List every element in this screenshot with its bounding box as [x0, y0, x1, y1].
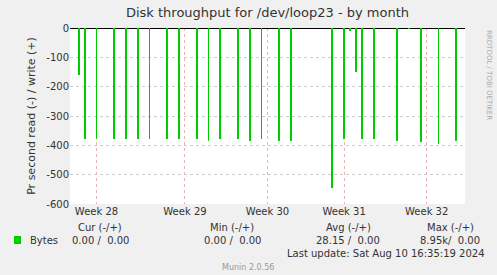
- svg-text:Week 29: Week 29: [163, 206, 206, 217]
- svg-text:-600: -600: [46, 199, 69, 210]
- svg-text:Bytes: Bytes: [30, 235, 58, 246]
- svg-text:8.95k/ 0.00: 8.95k/ 0.00: [420, 235, 480, 246]
- svg-text:Pr second read (-) / write (+): Pr second read (-) / write (+): [25, 37, 38, 195]
- svg-text:Disk throughput for /dev/loop2: Disk throughput for /dev/loop23 - by mon…: [126, 5, 409, 20]
- svg-text:Max (-/+): Max (-/+): [427, 222, 474, 233]
- svg-text:-300: -300: [46, 111, 69, 122]
- svg-text:-500: -500: [46, 169, 69, 180]
- svg-text:-200: -200: [46, 81, 69, 92]
- svg-text:0: 0: [63, 23, 69, 34]
- svg-text:Min (-/+): Min (-/+): [210, 222, 254, 233]
- svg-text:Week 31: Week 31: [322, 206, 365, 217]
- svg-text:Last update: Sat Aug 10 16:35:: Last update: Sat Aug 10 16:35:19 2024: [287, 248, 485, 259]
- svg-text:Munin 2.0.56: Munin 2.0.56: [222, 263, 274, 272]
- svg-text:RRDTOOL / TOBI OETIKER: RRDTOOL / TOBI OETIKER: [485, 30, 493, 120]
- svg-text:Week 30: Week 30: [246, 206, 289, 217]
- svg-text:-100: -100: [46, 52, 69, 63]
- svg-text:Avg (-/+): Avg (-/+): [326, 222, 371, 233]
- svg-text:Week 28: Week 28: [75, 206, 118, 217]
- svg-text:-400: -400: [46, 140, 69, 151]
- svg-text:Cur (-/+): Cur (-/+): [78, 222, 122, 233]
- svg-text:28.15 / 0.00: 28.15 / 0.00: [316, 235, 380, 246]
- svg-text:Week 32: Week 32: [405, 206, 448, 217]
- svg-text:0.00 / 0.00: 0.00 / 0.00: [204, 235, 261, 246]
- svg-text:0.00 / 0.00: 0.00 / 0.00: [72, 235, 129, 246]
